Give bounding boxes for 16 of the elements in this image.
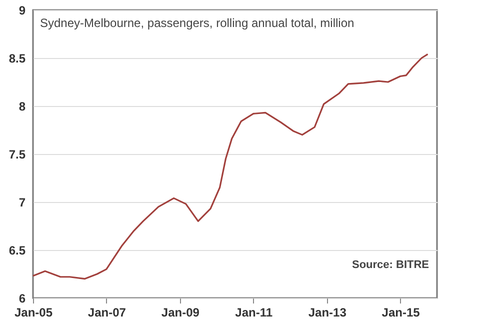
y-tick-label: 8.5 [8,52,26,66]
y-tick-label: 9 [18,4,26,18]
x-tick-label: Jan-09 [161,306,200,320]
x-tick-label: Jan-11 [235,306,273,320]
y-tick-label: 6 [18,292,26,306]
x-tick-label: Jan-13 [308,306,347,320]
x-tick-label: Jan-07 [88,306,126,320]
x-tick-label: Jan-15 [382,306,420,320]
line-series [32,53,429,280]
annotation: Source: BITRE [352,259,429,271]
text: Sydney-Melbourne, passengers, rolling annual total, million [40,16,354,30]
y-tick-label: 6.5 [8,244,26,258]
x-tick-label: Jan-05 [14,306,53,320]
y-tick-label: 7.5 [8,148,26,162]
y-tick-label: 7 [18,196,26,210]
y-tick-label: 8 [18,100,26,114]
